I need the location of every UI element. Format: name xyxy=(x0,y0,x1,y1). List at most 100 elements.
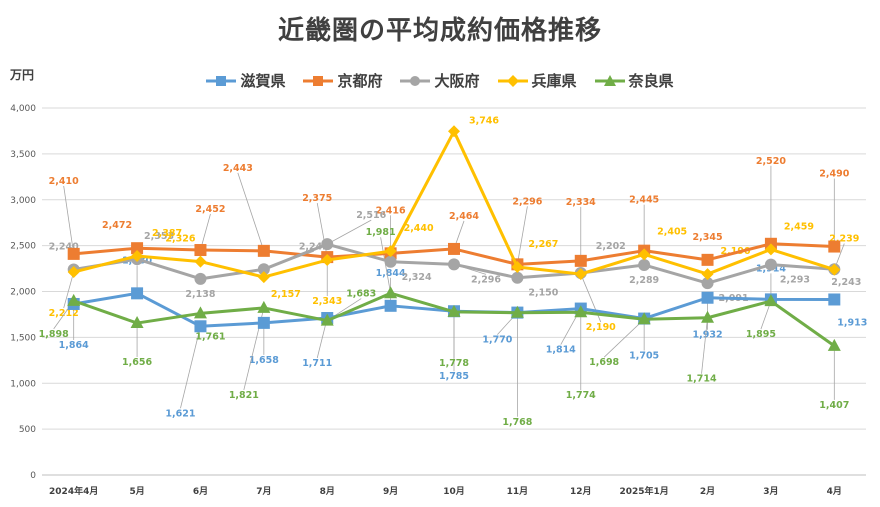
data-point-marker xyxy=(510,305,524,318)
data-point-marker xyxy=(320,313,334,326)
data-label: 1,656 xyxy=(122,357,152,368)
data-point-marker xyxy=(257,300,271,313)
y-tick-label: 4,000 xyxy=(10,104,36,114)
data-label: 2,443 xyxy=(223,163,253,174)
data-label: 1,898 xyxy=(39,329,69,340)
data-point-marker xyxy=(131,287,144,300)
data-label: 1,705 xyxy=(629,351,659,362)
data-label: 2,375 xyxy=(302,193,332,204)
data-label: 1,774 xyxy=(566,390,596,401)
data-point-marker xyxy=(194,255,207,268)
data-label: 1,821 xyxy=(229,390,259,401)
data-label: 1,895 xyxy=(746,329,776,340)
data-point-marker xyxy=(194,244,207,257)
data-point-marker xyxy=(574,305,588,318)
data-label: 1,814 xyxy=(546,345,576,356)
data-point-marker xyxy=(637,312,651,325)
data-label: 2,416 xyxy=(376,205,406,216)
leader-line xyxy=(63,271,75,309)
data-point-marker xyxy=(193,306,207,319)
y-tick-label: 3,500 xyxy=(10,150,36,160)
data-point-marker xyxy=(384,245,397,258)
data-label: 2,387 xyxy=(152,228,182,239)
data-label: 2,472 xyxy=(102,220,132,231)
legend-label: 大阪府 xyxy=(434,72,480,90)
data-label: 2,353 xyxy=(144,231,174,242)
data-label: 2,212 xyxy=(49,308,79,319)
x-tick-label: 2025年1月 xyxy=(619,485,668,497)
data-label: 1,698 xyxy=(589,357,619,368)
legend-label: 京都府 xyxy=(337,72,383,90)
leader-line xyxy=(701,317,708,374)
chart-title: 近畿圏の平均成約価格推移 xyxy=(277,16,602,46)
data-label: 2,242 xyxy=(299,241,329,252)
data-point-marker xyxy=(194,320,207,333)
data-point-marker xyxy=(194,272,207,285)
legend-marker-icon xyxy=(497,74,528,87)
data-label: 2,490 xyxy=(819,169,849,180)
data-label: 1,864 xyxy=(59,340,89,351)
chart-legend: 滋賀県 京都府 大阪府 兵庫県 奈良県 xyxy=(0,70,880,91)
x-tick-label: 4月 xyxy=(827,486,842,497)
data-label: 1,981 xyxy=(366,227,396,238)
data-label: 2,445 xyxy=(629,195,659,206)
legend-item-osaka: 大阪府 xyxy=(400,70,480,91)
data-label: 2,157 xyxy=(271,289,301,300)
data-point-marker xyxy=(701,253,714,266)
data-point-marker xyxy=(638,248,651,261)
data-label: 2,296 xyxy=(471,274,501,285)
data-label: 2,324 xyxy=(402,272,432,283)
x-tick-label: 7月 xyxy=(256,486,271,497)
data-point-marker xyxy=(574,268,587,281)
leader-line xyxy=(327,219,372,245)
data-point-marker xyxy=(828,293,841,306)
data-point-marker xyxy=(447,304,461,317)
legend-marker-icon xyxy=(400,75,431,86)
data-point-marker xyxy=(764,294,778,307)
data-label: 1,844 xyxy=(376,268,406,279)
legend-label: 奈良県 xyxy=(628,72,674,90)
leader-line xyxy=(516,206,528,265)
x-tick-label: 10月 xyxy=(443,486,465,497)
data-point-marker xyxy=(764,258,777,271)
legend-item-nara: 奈良県 xyxy=(594,70,674,91)
data-point-marker xyxy=(638,258,651,271)
data-point-marker xyxy=(257,316,270,329)
data-label: 1,711 xyxy=(302,358,332,369)
data-label: 1,714 xyxy=(687,374,717,385)
data-point-marker xyxy=(384,255,397,268)
data-label: 1,785 xyxy=(439,371,469,382)
data-point-marker xyxy=(827,338,841,351)
legend-label: 兵庫県 xyxy=(531,72,577,90)
data-label: 1,778 xyxy=(439,358,469,369)
data-point-marker xyxy=(321,254,334,267)
data-label: 2,296 xyxy=(512,196,542,207)
y-tick-label: 500 xyxy=(19,425,36,435)
data-label: 2,405 xyxy=(657,226,687,237)
data-point-marker xyxy=(131,249,144,262)
legend-item-hyogo: 兵庫県 xyxy=(497,70,577,91)
data-point-marker xyxy=(130,316,144,329)
data-point-marker xyxy=(828,240,841,253)
data-label: 2,410 xyxy=(49,176,79,187)
x-tick-label: 6月 xyxy=(193,486,208,497)
data-label: 2,239 xyxy=(829,234,859,245)
data-point-marker xyxy=(701,277,714,290)
y-tick-label: 1,500 xyxy=(10,333,36,343)
data-label: 3,746 xyxy=(469,115,499,126)
data-label: 1,658 xyxy=(249,355,279,366)
data-point-marker xyxy=(701,310,715,323)
legend-marker-icon xyxy=(206,75,237,86)
x-tick-label: 9月 xyxy=(383,486,398,497)
data-label: 2,516 xyxy=(356,210,386,221)
data-point-marker xyxy=(384,299,397,312)
data-label: 2,326 xyxy=(165,234,195,245)
data-point-marker xyxy=(384,286,398,299)
data-label: 1,407 xyxy=(819,400,849,411)
data-point-marker xyxy=(448,242,460,255)
data-point-marker xyxy=(67,266,80,279)
data-label: 1,683 xyxy=(346,289,376,300)
data-label: 1,770 xyxy=(482,335,512,346)
data-label: 2,150 xyxy=(528,288,558,299)
data-point-marker xyxy=(574,254,587,267)
